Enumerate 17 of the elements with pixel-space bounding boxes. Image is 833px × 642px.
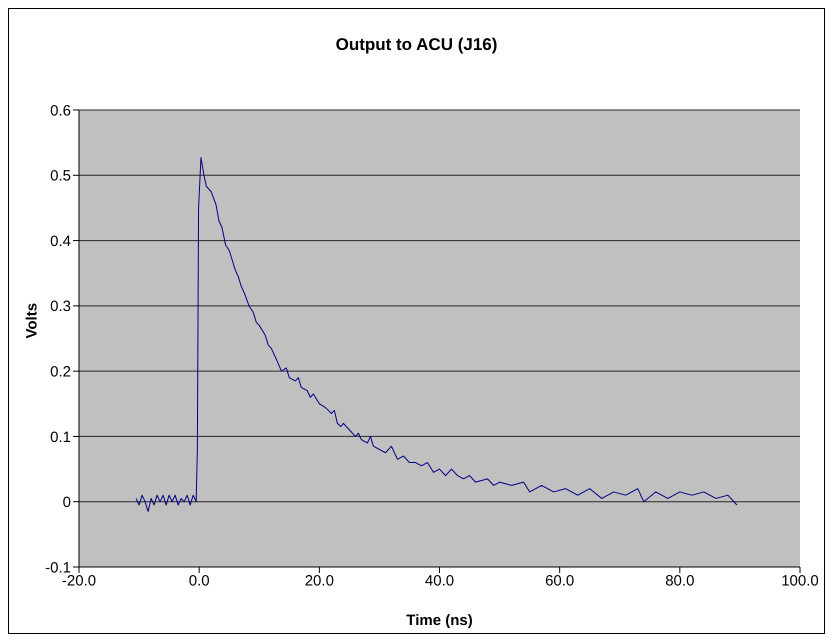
x-tick-label: 80.0 <box>665 572 694 590</box>
chart-title: Output to ACU (J16) <box>334 35 498 55</box>
x-tick-label: 100.0 <box>781 572 819 590</box>
y-tick-label: 0.2 <box>50 363 71 380</box>
line-series <box>136 157 738 512</box>
y-axis-title: Volts <box>23 302 40 338</box>
y-tick-label: 0.1 <box>50 428 71 446</box>
x-tick-label: 60.0 <box>545 572 574 590</box>
y-tick-label: 0.5 <box>50 168 71 185</box>
y-tick-label: 0.6 <box>50 102 71 120</box>
x-tick-label: 0.0 <box>188 572 210 590</box>
x-tick-label: 40.0 <box>424 572 454 590</box>
y-tick-label: 0.4 <box>50 232 71 250</box>
x-tick-label: 20.0 <box>304 572 334 590</box>
x-axis-title: Time (ns) <box>406 612 473 629</box>
y-tick-label: 0.3 <box>50 298 71 316</box>
y-tick-label: 0 <box>62 494 71 512</box>
